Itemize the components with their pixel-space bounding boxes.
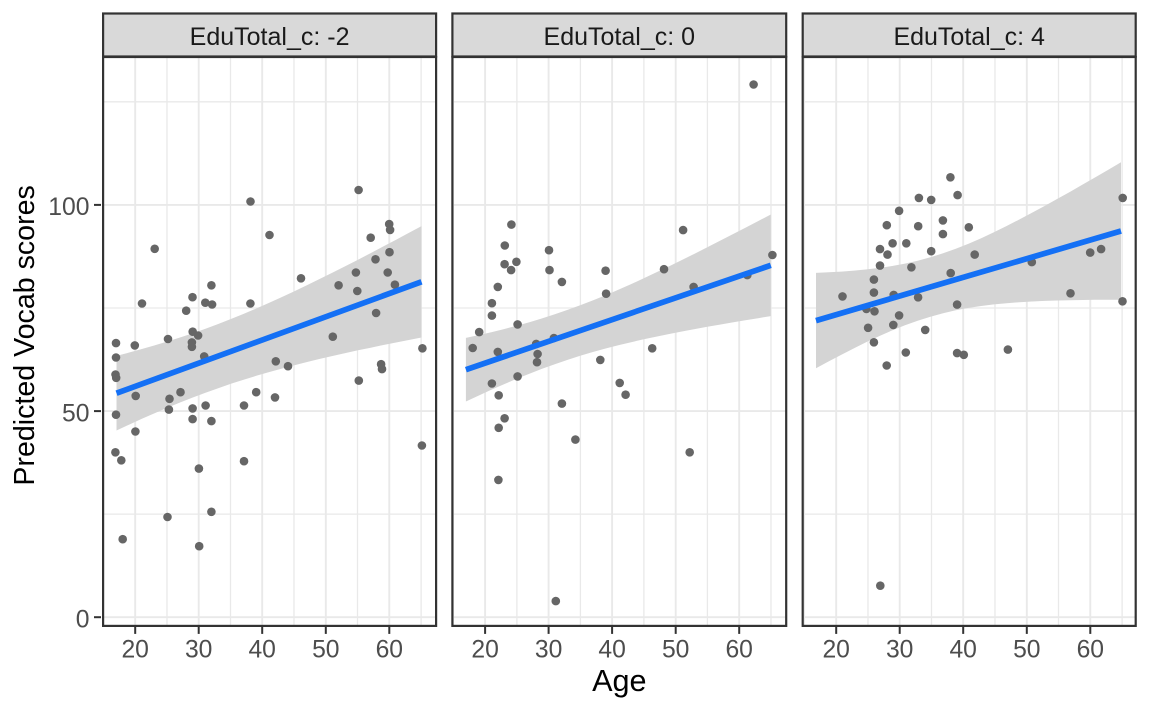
svg-text:60: 60 — [725, 637, 752, 664]
svg-text:30: 30 — [185, 637, 212, 664]
svg-text:40: 40 — [248, 637, 275, 664]
svg-text:30: 30 — [535, 637, 562, 664]
svg-text:EduTotal_c: 0: EduTotal_c: 0 — [544, 23, 696, 51]
svg-text:60: 60 — [1077, 637, 1104, 664]
svg-text:50: 50 — [662, 637, 689, 664]
svg-text:20: 20 — [121, 637, 148, 664]
svg-text:30: 30 — [886, 637, 913, 664]
svg-text:20: 20 — [822, 637, 849, 664]
svg-text:EduTotal_c: 4: EduTotal_c: 4 — [893, 23, 1045, 51]
svg-text:60: 60 — [376, 637, 403, 664]
svg-text:50: 50 — [312, 637, 339, 664]
svg-text:50: 50 — [62, 400, 89, 427]
svg-text:100: 100 — [48, 194, 89, 221]
svg-text:40: 40 — [598, 637, 625, 664]
svg-text:40: 40 — [949, 637, 976, 664]
svg-text:0: 0 — [76, 606, 90, 633]
svg-text:EduTotal_c: -2: EduTotal_c: -2 — [190, 23, 350, 51]
svg-text:50: 50 — [1013, 637, 1040, 664]
svg-text:20: 20 — [471, 637, 498, 664]
svg-text:Predicted Vocab scores: Predicted Vocab scores — [9, 185, 41, 485]
svg-text:Age: Age — [592, 664, 646, 698]
